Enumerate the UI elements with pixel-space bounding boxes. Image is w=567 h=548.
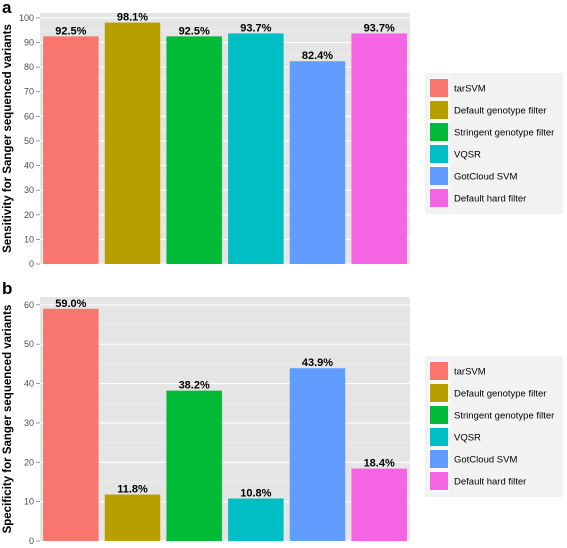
bar-5	[289, 61, 346, 265]
data-label: 38.2%	[179, 380, 210, 392]
bar-2	[104, 494, 161, 541]
data-label: 98.1%	[117, 12, 148, 24]
bar-6	[351, 33, 407, 264]
data-label: 92.5%	[179, 25, 210, 37]
y-tick-label: 60	[24, 300, 34, 310]
legend-label: GotCloud SVM	[454, 172, 517, 183]
bar-2	[104, 22, 161, 264]
legend-label: Default hard filter	[454, 194, 526, 205]
legend: tarSVM Default genotype filter Stringent g…	[425, 73, 563, 214]
data-label: 92.5%	[55, 25, 86, 37]
y-tick-label: 20	[24, 210, 34, 220]
y-tick-label: 40	[24, 161, 34, 171]
legend: tarSVM Default genotype filter Stringent g…	[425, 356, 563, 497]
y-tick-label: 60	[24, 111, 34, 121]
panel-a: a 0 10 20 30 40 50 60 70 80 90 100 Sensitivity for S…	[2, 0, 563, 269]
bar-1	[43, 308, 99, 541]
legend-swatch	[430, 428, 448, 446]
legend-label: GotCloud SVM	[454, 455, 517, 466]
data-label: 11.8%	[117, 484, 148, 496]
legend-label: Default genotype filter	[454, 106, 546, 117]
data-label: 10.8%	[240, 487, 271, 499]
data-label: 18.4%	[364, 458, 395, 470]
bar-3	[166, 36, 222, 265]
y-tick-label: 0	[29, 259, 34, 269]
y-tick-label: 40	[24, 379, 34, 389]
y-tick-label: 10	[24, 234, 34, 244]
data-label: 59.0%	[55, 298, 86, 310]
legend-swatch	[430, 145, 448, 163]
bar-4	[228, 498, 284, 541]
legend-swatch	[430, 472, 448, 490]
legend-swatch	[430, 406, 448, 424]
plot-background	[40, 297, 410, 541]
legend-label: tarSVM	[454, 84, 486, 95]
y-tick-label: 50	[24, 339, 34, 349]
legend-label: Stringent genotype filter	[454, 411, 554, 422]
legend-swatch	[430, 384, 448, 402]
y-tick-label: 100	[19, 13, 34, 23]
y-tick-label: 30	[24, 185, 34, 195]
legend-swatch	[430, 101, 448, 119]
legend-swatch	[430, 167, 448, 185]
legend-swatch	[430, 79, 448, 97]
y-tick-label: 10	[24, 497, 34, 507]
legend-swatch	[430, 450, 448, 468]
data-label: 93.7%	[240, 22, 271, 34]
legend-swatch	[430, 123, 448, 141]
y-tick-label: 70	[24, 87, 34, 97]
y-tick-label: 20	[24, 457, 34, 467]
y-tick-label: 0	[29, 536, 34, 546]
y-axis-label: Specificity for Sanger sequenced variant…	[2, 305, 14, 534]
legend-label: Stringent genotype filter	[454, 128, 554, 139]
legend-label: tarSVM	[454, 367, 486, 378]
y-tick-label: 80	[24, 62, 34, 72]
legend-label: VQSR	[454, 150, 481, 161]
y-tick-label: 90	[24, 38, 34, 48]
legend-label: Default hard filter	[454, 477, 526, 488]
bar-6	[351, 468, 407, 541]
bar-5	[289, 368, 346, 541]
legend-label: Default genotype filter	[454, 389, 546, 400]
y-tick-label: 50	[24, 136, 34, 146]
legend-label: VQSR	[454, 433, 481, 444]
data-label: 82.4%	[302, 50, 333, 62]
bar-4	[228, 33, 284, 264]
y-tick-label: 30	[24, 418, 34, 428]
bar-3	[166, 390, 222, 541]
bar-1	[43, 36, 99, 265]
data-label: 43.9%	[302, 357, 333, 369]
data-label: 93.7%	[364, 22, 395, 34]
legend-swatch	[430, 189, 448, 207]
y-axis-label: Sensitivity for Sanger sequenced variant…	[2, 24, 14, 253]
legend-swatch	[430, 362, 448, 380]
panel-b: b 0 10 20 30 40 50 60 Specificity for Sanger seq…	[2, 279, 563, 546]
panel-letter: b	[2, 279, 12, 298]
panel-letter: a	[2, 0, 12, 17]
